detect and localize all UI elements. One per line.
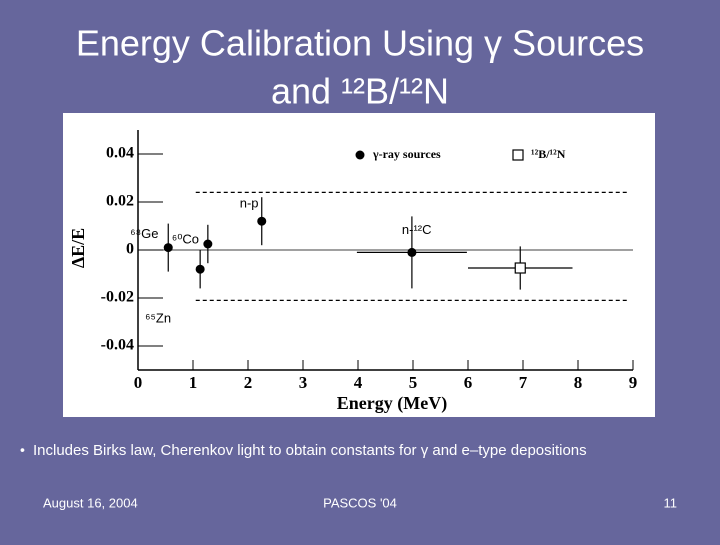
y-tick-label: 0.04: [106, 145, 134, 162]
x-tick-label: 2: [244, 373, 253, 392]
point: [203, 239, 213, 249]
y-tick-label: -0.02: [101, 289, 134, 306]
bullet-dot: •: [20, 442, 25, 458]
point-label: n-p: [240, 196, 259, 211]
point: [407, 247, 417, 257]
legend-marker: [355, 150, 365, 160]
legend-marker: [512, 149, 524, 161]
chart-background: [63, 113, 655, 417]
point-label: ⁶⁰Co: [172, 231, 199, 246]
x-tick-label: 3: [299, 373, 308, 392]
x-axis-label: Energy (MeV): [337, 393, 447, 414]
x-tick-label: 9: [629, 373, 638, 392]
y-tick-label: 0: [126, 241, 134, 258]
point: [257, 216, 267, 226]
slide-title: Energy Calibration Using γ Sources: [76, 23, 644, 64]
footer-date: August 16, 2004: [43, 495, 138, 510]
x-tick-label: 5: [409, 373, 418, 392]
footer-page: 11: [664, 495, 678, 510]
x-tick-label: 0: [134, 373, 143, 392]
x-tick-label: 8: [574, 373, 583, 392]
point: [195, 264, 205, 274]
point: [163, 243, 173, 253]
footer-event: PASCOS '04: [323, 495, 397, 510]
point: [514, 262, 526, 274]
y-axis-label: ΔE/E: [68, 228, 88, 268]
bullet-text: Includes Birks law, Cherenkov light to o…: [33, 442, 587, 459]
point-label: ⁶⁸Ge: [130, 226, 158, 241]
x-tick-label: 6: [464, 373, 473, 392]
point-label: n-¹²C: [402, 222, 432, 237]
legend-label: γ-ray sources: [372, 147, 441, 161]
slide-title: and ¹²B/¹²N: [271, 71, 449, 112]
point-label: ⁶⁵Zn: [145, 311, 171, 326]
y-tick-label: 0.02: [106, 193, 134, 210]
x-tick-label: 1: [189, 373, 198, 392]
x-tick-label: 7: [519, 373, 528, 392]
legend-label: ¹²B/¹²N: [531, 147, 566, 161]
y-tick-label: -0.04: [101, 337, 134, 354]
chart: 0 1 2 3 4 5 6 7 8 9 0.04 0.02 0 -0.02 -0.04 Energy (MeV…: [68, 130, 637, 414]
x-tick-label: 4: [354, 373, 363, 392]
